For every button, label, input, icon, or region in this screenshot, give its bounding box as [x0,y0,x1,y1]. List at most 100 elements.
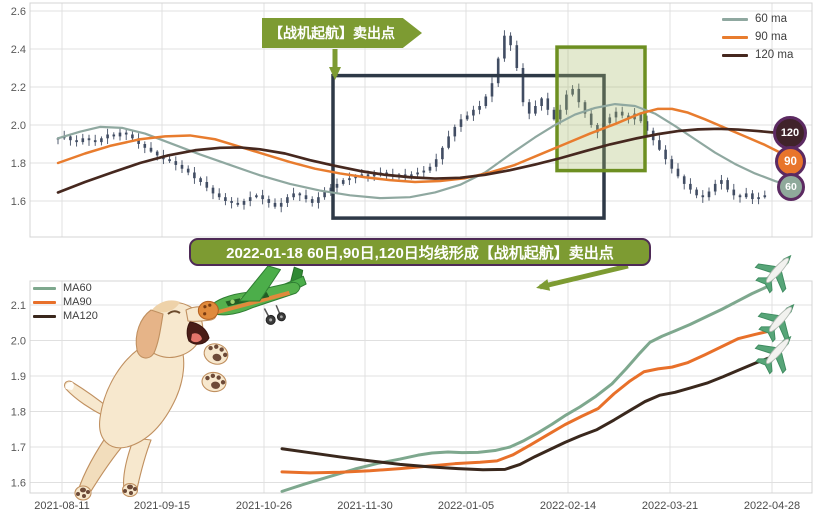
candle [341,180,345,184]
candle [273,202,277,207]
y-tick-label: 1.6 [11,478,26,490]
y-tick-label: 1.9 [11,371,26,383]
candle [465,115,469,120]
bottom-chart-legend: MA60 MA90 MA120 [33,281,98,323]
legend-item-ma120: MA120 [33,309,98,323]
y-tick-label: 1.7 [11,442,26,454]
plot-border [29,280,813,494]
y-tick-label: 2.0 [11,120,26,132]
candle [720,180,723,184]
candle [304,195,308,200]
candle [757,197,760,200]
x-tick-label: 2021-09-15 [134,500,190,512]
candle [298,193,302,196]
ma60-line [56,103,792,200]
legend-label-60ma: 60 ma [755,13,787,25]
candle [534,106,537,114]
candle [87,138,91,141]
candle [205,182,209,188]
candle [540,98,543,106]
candle [732,189,736,196]
x-tick-label: 2021-11-30 [337,500,392,512]
candle [521,68,525,103]
legend-swatch-90ma [722,35,748,39]
candle [509,35,512,46]
candle [589,113,593,125]
MA120-line [280,356,772,472]
candle [614,111,618,118]
candle [577,88,581,103]
candle [69,136,72,141]
candle [565,94,568,110]
legend-label-ma90: MA90 [63,296,92,308]
candle [484,96,488,106]
candle [217,193,221,198]
legend-label-ma120: MA120 [63,310,98,322]
candle [552,109,556,120]
top-chart-legend: 60 ma 90 ma 120 ma [722,10,793,64]
plot-border [29,2,813,238]
highlight-box-green [555,45,647,173]
candle [131,134,134,139]
candle [410,174,413,177]
banner-pointer-arrow-head [536,279,551,291]
candle [372,174,376,177]
candle [639,113,643,122]
candle [416,172,419,175]
candle [242,201,246,205]
candle [682,176,686,184]
x-tick-label: 2022-03-21 [642,500,698,512]
candle [695,189,698,196]
candle [571,88,574,95]
candle [608,117,612,124]
y-tick-label: 2.4 [11,44,26,56]
ma60-badge: 60 [777,173,805,201]
candle [279,202,283,207]
x-tick-label: 2022-04-28 [744,500,800,512]
candle [496,58,500,84]
legend-label-120ma: 120 ma [755,49,794,61]
candle [689,183,692,190]
legend-swatch-ma120 [33,314,56,318]
candle [106,134,109,139]
legend-item-ma90: MA90 [33,295,98,309]
candle [155,151,159,156]
candle [236,202,240,205]
candle [751,193,754,200]
candle [354,176,357,179]
candle [676,168,680,177]
candle [118,132,122,137]
legend-swatch-120ma [722,53,748,57]
candle [478,106,481,110]
candle [75,140,78,143]
candle [596,125,599,133]
candle [186,168,190,173]
x-tick-label: 2022-01-05 [438,500,494,512]
candle [174,161,178,165]
plane-marker [751,291,808,349]
candle [292,193,295,198]
ma120-badge: 120 [773,116,807,150]
candle [515,45,519,68]
legend-swatch-60ma [722,17,748,21]
candle [546,98,550,110]
y-tick-label: 2.1 [11,300,26,312]
legend-label-ma60: MA60 [63,282,92,294]
candle [112,134,116,137]
candle [335,183,339,188]
candle [726,180,729,190]
x-tick-label: 2022-02-14 [540,500,596,512]
candle [211,187,215,194]
candle [658,140,661,150]
candle [81,138,85,143]
candle [744,193,748,198]
candle [459,119,463,127]
candle [255,195,258,198]
candle [261,195,264,200]
candle [149,147,153,152]
signal-description-banner: 2022-01-18 60日,90日,120日均线形成【战机起航】卖出点 [189,238,651,266]
legend-item-60ma: 60 ma [722,10,793,28]
candle [664,149,667,160]
MA60-line [280,285,768,493]
